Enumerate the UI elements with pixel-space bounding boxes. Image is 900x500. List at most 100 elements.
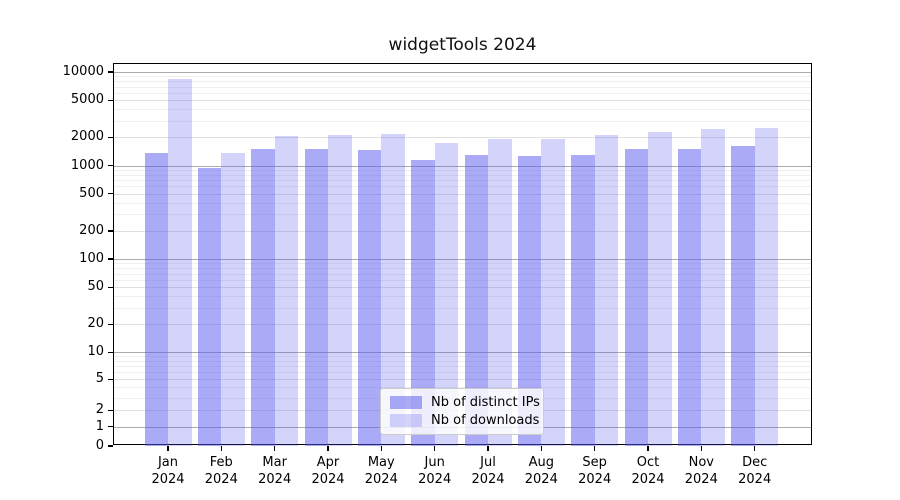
grid-line — [114, 259, 811, 260]
y-tick-mark — [108, 286, 113, 288]
grid-line — [114, 307, 811, 309]
bar-distinct-ips-sep — [571, 154, 595, 446]
x-tick-mark — [380, 446, 382, 451]
x-tick-label: Sep 2024 — [578, 455, 612, 487]
grid-line — [114, 287, 811, 289]
grid-line — [114, 296, 811, 298]
legend-row-downloads: Nb of downloads — [390, 413, 539, 428]
grid-line — [114, 214, 811, 216]
bar-downloads-may — [381, 134, 405, 446]
grid-line — [114, 372, 811, 374]
grid-line — [114, 230, 811, 232]
legend-swatch-distinct-ips — [390, 396, 422, 409]
y-tick-label: 500 — [79, 185, 104, 201]
grid-line — [114, 193, 811, 195]
bar-distinct-ips-feb — [197, 167, 222, 446]
y-tick-mark — [108, 164, 113, 167]
grid-line — [114, 279, 811, 281]
legend-label-distinct-ips: Nb of distinct IPs — [431, 395, 540, 410]
bar-distinct-ips-jul — [464, 154, 488, 446]
y-tick-label: 10000 — [62, 64, 104, 79]
grid-line — [114, 366, 811, 368]
bar-distinct-ips-nov — [677, 149, 702, 446]
x-tick-label: Nov 2024 — [684, 455, 718, 487]
bar-distinct-ips-apr — [304, 149, 328, 446]
y-tick-label: 200 — [79, 222, 104, 238]
grid-line — [114, 137, 811, 139]
y-tick-label: 50 — [87, 279, 104, 295]
grid-line — [114, 120, 811, 122]
plot-area: 10000 5000 2000 1000 500 200 100 50 20 10 5 2 1 0 Jan 2… — [63, 63, 812, 487]
grid-line — [114, 100, 811, 102]
x-tick-mark — [700, 446, 702, 451]
chart-title: widgetTools 2024 — [388, 35, 537, 55]
y-tick-mark — [108, 409, 113, 411]
bar-downloads-oct — [648, 131, 672, 446]
y-tick-label: 2 — [95, 402, 104, 418]
grid-line — [114, 81, 811, 83]
bar-downloads-jun — [434, 142, 459, 446]
bar-downloads-nov — [701, 129, 725, 446]
y-tick-label: 5000 — [70, 92, 104, 108]
legend-label-downloads: Nb of downloads — [431, 413, 540, 428]
grid-line — [114, 379, 811, 381]
x-tick-mark — [647, 446, 649, 451]
y-tick-label: 1 — [95, 418, 104, 434]
x-tick-mark — [434, 446, 436, 451]
bar-downloads-sep — [594, 135, 619, 446]
y-tick-label: 20 — [87, 316, 104, 332]
y-tick-mark — [108, 425, 113, 428]
x-tick-label: Dec 2024 — [738, 455, 772, 487]
bar-distinct-ips-oct — [624, 149, 648, 446]
grid-line — [114, 268, 811, 270]
bar-distinct-ips-may — [357, 150, 382, 446]
bar-downloads-jul — [488, 139, 512, 446]
legend-swatch-downloads — [390, 414, 422, 427]
grid-line — [114, 263, 811, 265]
y-tick-mark — [108, 193, 113, 195]
y-tick-label: 10 — [87, 344, 104, 360]
bar-downloads-apr — [328, 135, 352, 446]
y-tick-label: 100 — [79, 251, 104, 266]
bar-downloads-dec — [754, 128, 779, 446]
x-tick-mark — [754, 446, 756, 451]
x-tick-mark — [167, 446, 169, 451]
grid-line — [114, 92, 811, 94]
x-tick-label: May 2024 — [364, 455, 398, 487]
grid-line — [114, 76, 811, 78]
bar-downloads-feb — [221, 153, 245, 446]
x-tick-label: Feb 2024 — [204, 455, 238, 487]
y-tick-label: 5 — [95, 371, 104, 387]
grid-line — [114, 174, 811, 176]
x-tick-label: Aug 2024 — [524, 455, 558, 487]
y-tick-mark — [108, 351, 113, 353]
x-tick-label: Oct 2024 — [631, 455, 665, 487]
grid-line — [114, 202, 811, 204]
grid-line — [114, 72, 811, 73]
bar-downloads-mar — [274, 136, 299, 446]
y-tick-mark — [108, 323, 113, 325]
y-tick-mark — [108, 230, 113, 232]
grid-line — [114, 109, 811, 111]
bar-distinct-ips-jun — [411, 159, 435, 446]
x-tick-mark — [274, 446, 276, 451]
x-tick-label: Jul 2024 — [471, 455, 505, 487]
grid-line — [114, 273, 811, 275]
bar-distinct-ips-jan — [144, 153, 168, 446]
grid-line — [114, 360, 811, 362]
y-tick-mark — [108, 99, 113, 101]
grid-line — [114, 86, 811, 88]
grid-line — [114, 186, 811, 188]
grid-line — [114, 165, 811, 167]
legend: Nb of distinct IPs Nb of downloads — [380, 388, 544, 435]
grid-line — [114, 169, 811, 171]
x-tick-mark — [540, 446, 542, 451]
grid-line — [114, 324, 811, 326]
x-tick-label: Mar 2024 — [258, 455, 292, 487]
bar-distinct-ips-mar — [251, 149, 275, 446]
bar-distinct-ips-dec — [731, 146, 755, 446]
x-tick-label: Jun 2024 — [418, 455, 452, 487]
x-tick-label: Jan 2024 — [151, 455, 185, 487]
legend-row-distinct-ips: Nb of distinct IPs — [390, 395, 540, 410]
grid-line — [114, 180, 811, 181]
